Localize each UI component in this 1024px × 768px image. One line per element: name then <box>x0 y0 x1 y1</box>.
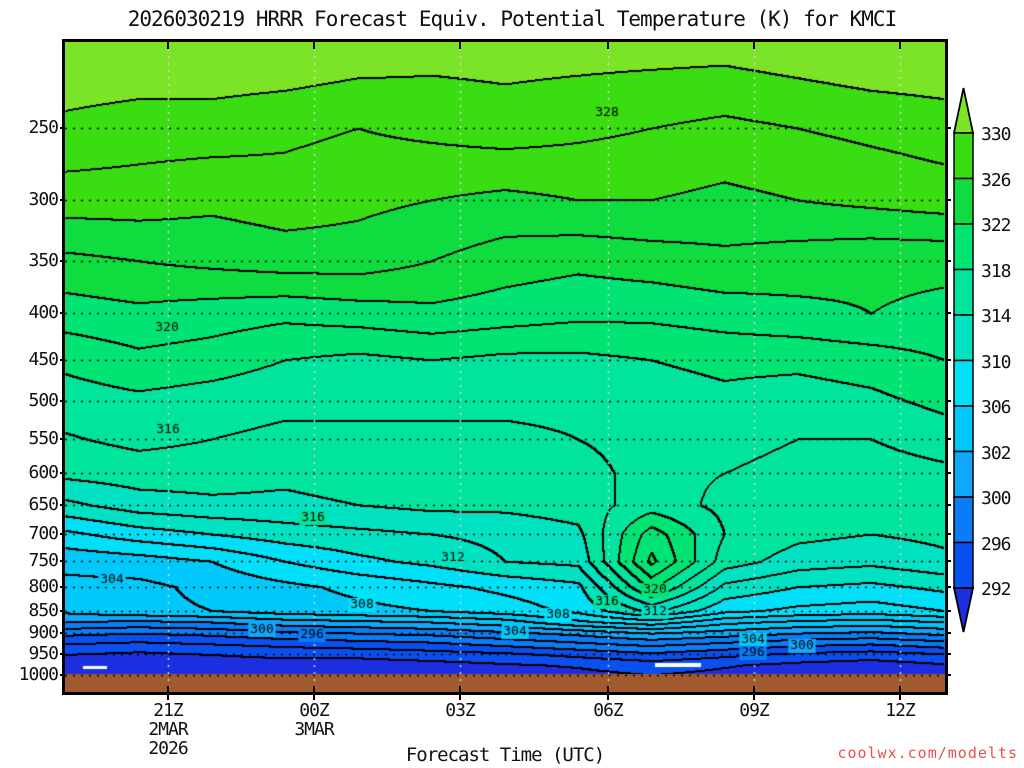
pressure-tick-mark <box>60 673 65 676</box>
pressure-tick-mark <box>60 259 65 262</box>
pressure-tick-mark <box>946 127 951 130</box>
pressure-tick-label: 700 <box>28 523 59 544</box>
pressure-tick-label: 600 <box>28 462 59 484</box>
pressure-tick-mark <box>946 533 951 535</box>
pressure-tick-mark <box>946 400 951 403</box>
colorbar-tick-label: 322 <box>981 215 1011 236</box>
time-tick-mark <box>459 686 461 700</box>
pressure-tick-mark <box>946 560 951 563</box>
colorbar-arrow-bottom <box>952 587 975 633</box>
pressure-tick-mark <box>60 632 65 635</box>
pressure-tick-mark <box>60 560 65 563</box>
pressure-tick-mark <box>60 312 65 315</box>
pressure-tick-mark <box>60 653 65 656</box>
chart-title: 2026030219 HRRR Forecast Equiv. Potentia… <box>127 7 897 31</box>
time-tick-mark-top <box>313 42 315 49</box>
watermark-text: coolwx.com/modelts <box>837 744 1018 762</box>
pressure-tick-mark <box>60 198 65 201</box>
colorbar-band <box>953 496 974 544</box>
pressure-tick-label: 750 <box>28 550 59 572</box>
colorbar-tick-label: 300 <box>981 488 1011 509</box>
pressure-tick-label: 650 <box>28 493 59 515</box>
colorbar-band <box>953 177 974 225</box>
time-tick-label: 06Z <box>593 700 623 721</box>
pressure-tick-mark <box>946 585 951 588</box>
time-tick-mark-top <box>459 42 461 49</box>
colorbar-band <box>953 450 974 498</box>
colorbar-band <box>953 223 974 271</box>
pressure-tick-label: 900 <box>28 622 59 644</box>
time-tick-mark-top <box>899 42 901 49</box>
pressure-tick-label: 250 <box>28 117 59 139</box>
pressure-tick-label: 350 <box>28 249 59 271</box>
pressure-tick-mark <box>60 585 65 588</box>
colorbar-scale <box>952 87 975 633</box>
colorbar-tick-label: 306 <box>981 397 1011 418</box>
colorbar-band <box>953 314 974 362</box>
x-axis-title: Forecast Time (UTC) <box>405 744 605 766</box>
pressure-tick-mark <box>946 632 951 635</box>
pressure-tick-mark <box>946 259 951 262</box>
time-tick-label: 12Z <box>885 700 915 721</box>
time-tick-mark-top <box>753 42 755 49</box>
colorbar-band <box>953 541 974 589</box>
colorbar-tick-label: 302 <box>981 442 1011 464</box>
pressure-tick-mark <box>60 472 65 475</box>
pressure-tick-label: 450 <box>28 348 59 370</box>
pressure-tick-mark <box>946 358 951 361</box>
pressure-tick-label: 300 <box>28 188 59 210</box>
contour-field-canvas <box>65 42 945 692</box>
pressure-tick-label: 400 <box>28 302 59 324</box>
pressure-tick-mark <box>60 358 65 361</box>
colorbar-tick-label: 310 <box>981 351 1011 373</box>
time-tick-label: 00Z 3MAR <box>294 700 334 740</box>
pressure-tick-mark <box>946 437 951 440</box>
pressure-tick-mark <box>60 127 65 130</box>
colorbar-tick-label: 292 <box>981 579 1011 600</box>
colorbar-band <box>953 132 974 180</box>
pressure-tick-mark <box>60 533 65 535</box>
pressure-tick-mark <box>60 400 65 403</box>
colorbar-tick-label: 330 <box>981 124 1011 145</box>
pressure-tick-mark <box>946 472 951 475</box>
time-tick-label: 21Z 2MAR 2026 <box>148 700 188 759</box>
colorbar-tick-label: 318 <box>981 260 1011 282</box>
time-tick-mark <box>167 686 169 700</box>
colorbar-band <box>953 359 974 407</box>
pressure-tick-label: 950 <box>28 643 59 665</box>
pressure-tick-mark <box>946 609 951 612</box>
time-tick-mark <box>313 686 315 700</box>
colorbar-arrow-top <box>952 87 975 134</box>
pressure-tick-mark <box>946 653 951 656</box>
time-tick-mark <box>899 686 901 700</box>
pressure-tick-label: 800 <box>28 575 59 597</box>
time-tick-mark <box>607 686 609 700</box>
pressure-tick-mark <box>946 673 951 676</box>
time-tick-label: 09Z <box>739 700 769 721</box>
pressure-tick-mark <box>946 503 951 506</box>
pressure-tick-mark <box>60 609 65 612</box>
pressure-tick-label: 500 <box>28 390 59 412</box>
pressure-tick-label: 850 <box>28 599 59 621</box>
pressure-tick-label: 1000 <box>18 663 59 685</box>
pressure-tick-label: 550 <box>28 427 59 449</box>
colorbar-band <box>953 268 974 316</box>
pressure-tick-mark <box>946 312 951 315</box>
pressure-tick-mark <box>60 437 65 440</box>
pressure-tick-mark <box>946 198 951 201</box>
time-tick-mark <box>753 686 755 700</box>
pressure-tick-mark <box>60 503 65 506</box>
time-tick-mark-top <box>607 42 609 49</box>
colorbar-tick-label: 326 <box>981 169 1011 191</box>
time-tick-label: 03Z <box>445 700 475 721</box>
time-tick-mark-top <box>167 42 169 49</box>
colorbar-band <box>953 405 974 453</box>
colorbar-tick-label: 314 <box>981 306 1011 327</box>
plot-area <box>62 39 948 695</box>
colorbar-tick-label: 296 <box>981 533 1011 555</box>
